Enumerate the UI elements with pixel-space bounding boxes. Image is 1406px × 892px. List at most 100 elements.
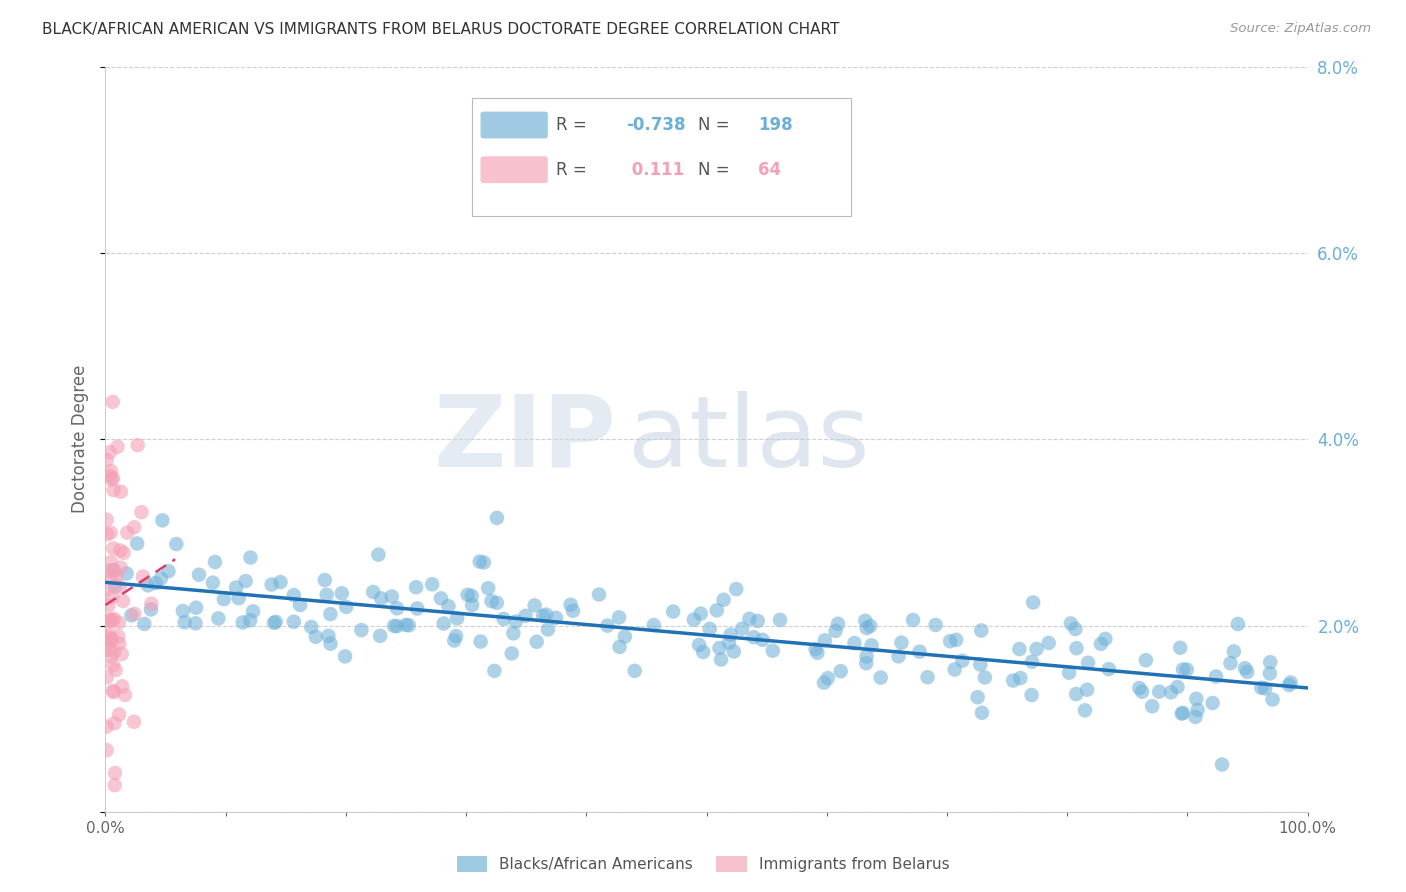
Text: -0.738: -0.738 [626,116,686,134]
Point [131,505,153,519]
Point [108,637,131,651]
Point [157,564,180,578]
Point [692,645,714,659]
Point [718,635,741,649]
Point [688,638,710,652]
Point [1010,671,1032,685]
Point [607,610,630,624]
Point [1094,632,1116,646]
Point [1002,673,1025,688]
Point [239,613,262,627]
Point [720,628,742,642]
Point [945,632,967,647]
Text: Source: ZipAtlas.com: Source: ZipAtlas.com [1230,22,1371,36]
Point [111,647,134,661]
Point [544,611,567,625]
Point [723,644,745,658]
Point [150,513,173,527]
Point [108,707,131,722]
Point [188,567,211,582]
Point [769,613,792,627]
Text: R =: R = [557,161,592,178]
Point [813,675,835,690]
Point [1021,655,1043,669]
Point [107,615,129,630]
Point [98,445,121,459]
Text: N =: N = [699,161,735,178]
Point [98,614,121,628]
Point [623,664,645,678]
Point [305,630,328,644]
Point [385,619,408,633]
Point [1025,642,1047,657]
Point [100,555,122,569]
Point [502,626,524,640]
Point [1185,691,1208,706]
Point [104,778,127,792]
Point [481,594,503,608]
Point [943,663,966,677]
FancyBboxPatch shape [481,112,548,138]
Point [706,603,728,617]
Point [1130,684,1153,698]
Point [96,670,118,684]
Point [1147,684,1170,698]
Point [96,527,118,541]
Point [1008,642,1031,657]
Point [299,620,322,634]
Point [461,598,484,612]
Point [1098,662,1121,676]
Point [350,623,373,637]
Point [950,654,973,668]
Point [859,619,882,633]
Point [725,582,748,596]
Point [444,629,467,643]
Point [806,646,828,660]
Point [804,642,827,657]
Point [96,630,118,644]
Point [420,577,443,591]
Point [101,658,124,673]
Text: 0.111: 0.111 [626,161,685,178]
Point [283,588,305,602]
Text: 64: 64 [758,161,782,178]
Point [111,679,134,693]
Point [107,440,129,454]
Point [107,630,129,644]
Point [526,634,548,648]
Point [470,634,492,648]
Point [283,615,305,629]
Point [108,579,131,593]
Point [460,589,482,603]
Point [104,579,127,593]
FancyBboxPatch shape [481,156,548,183]
Point [751,632,773,647]
Point [110,484,132,499]
Point [1223,644,1246,658]
Point [97,626,120,640]
Point [515,608,537,623]
Text: BLACK/AFRICAN AMERICAN VS IMMIGRANTS FROM BELARUS DOCTORATE DEGREE CORRELATION C: BLACK/AFRICAN AMERICAN VS IMMIGRANTS FRO… [42,22,839,37]
Point [184,600,207,615]
Point [844,636,866,650]
Point [709,640,731,655]
Text: R =: R = [557,116,592,134]
Y-axis label: Doctorate Degree: Doctorate Degree [72,365,90,514]
Point [531,608,554,623]
Point [100,464,122,478]
Point [1171,662,1194,676]
Point [104,766,127,780]
Point [1278,678,1301,692]
Point [662,605,685,619]
Point [1171,706,1194,720]
Point [269,575,291,590]
Point [103,716,125,731]
Point [100,525,122,540]
Point [1128,681,1150,695]
Point [101,632,124,646]
Point [1201,696,1223,710]
Point [98,468,121,483]
Point [824,624,846,638]
Point [1184,710,1206,724]
Point [385,601,408,615]
